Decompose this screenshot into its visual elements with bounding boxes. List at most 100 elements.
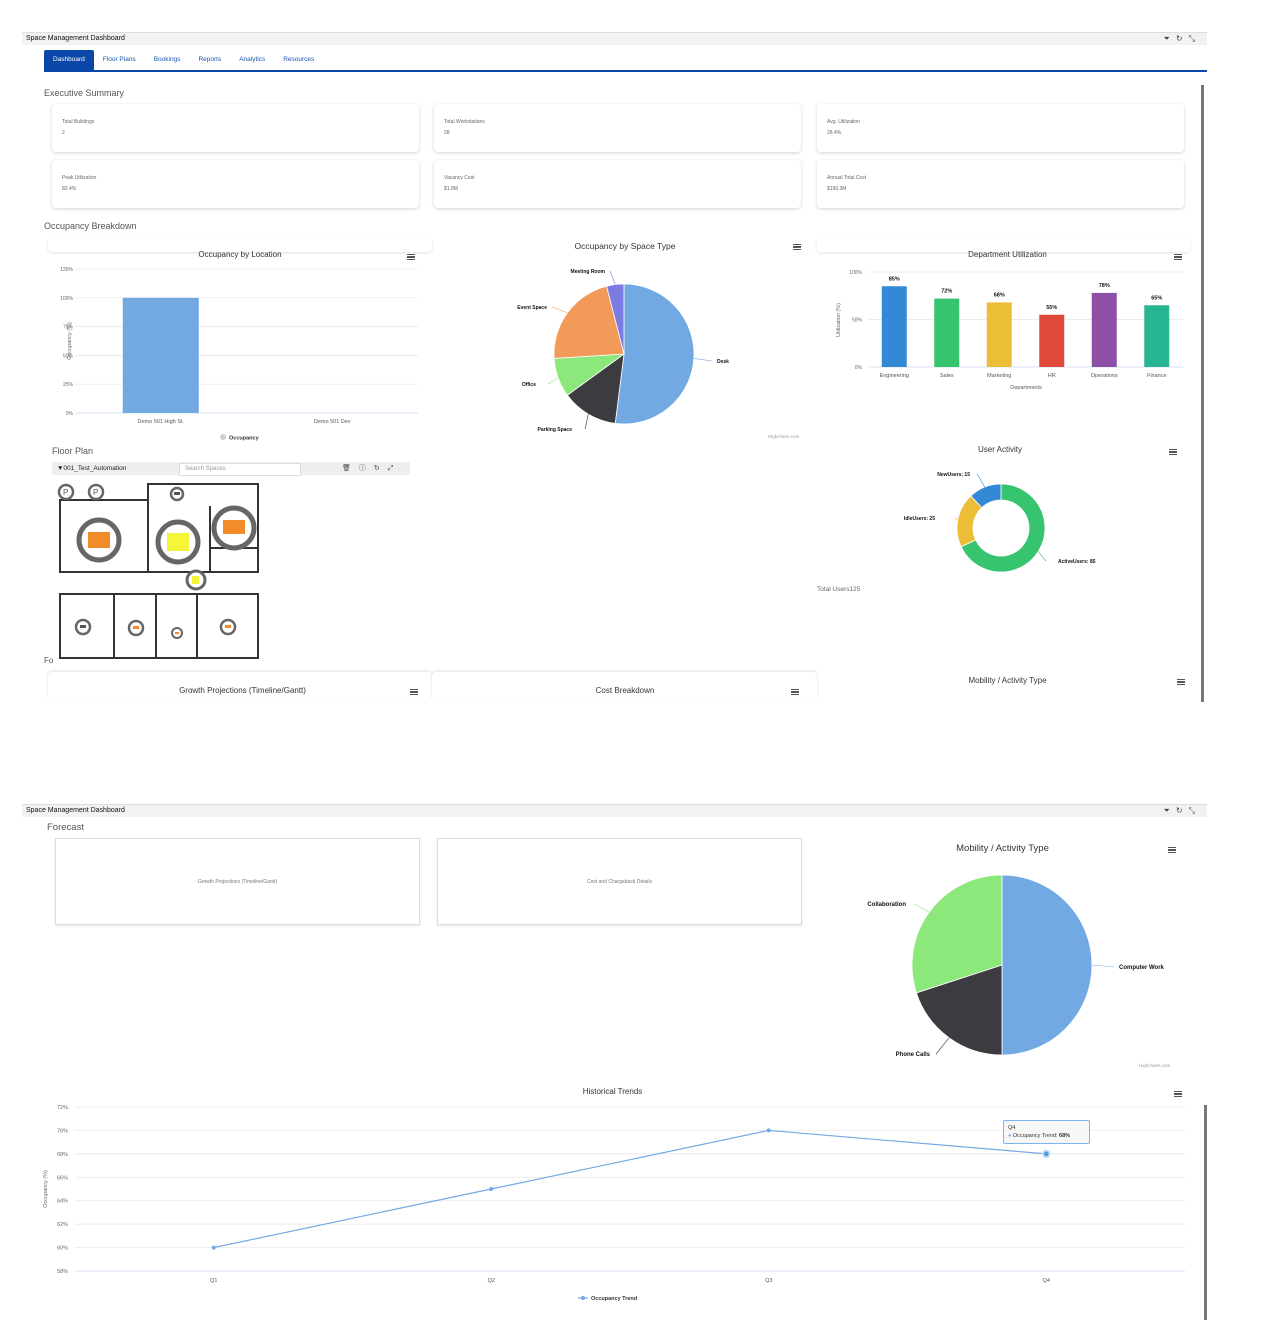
data-label: 65% [1151,295,1162,301]
chart-title-growth: Growth Projections (Timeline/Gantt) [179,686,306,695]
data-point [766,1128,771,1133]
scrollbar[interactable] [1201,85,1204,702]
tooltip-value: 68% [1059,1133,1071,1139]
summary-card-value: $1.8M [444,186,458,192]
floor-selector[interactable]: ▼001_Test_Automation [57,465,127,472]
pie-label: Computer Work [1119,965,1165,971]
y-tick-label: 68% [57,1152,68,1158]
y-tick-label: 100% [60,296,73,302]
connector-line [584,414,589,430]
forecast-heading: Forecast [47,822,84,833]
bar [881,286,907,367]
x-tick-label: Marketing [987,373,1011,379]
tab-analytics[interactable]: Analytics [239,56,266,63]
chart-title-mobility: Mobility / Activity Type [956,843,1049,854]
legend-item: Occupancy [229,436,260,442]
collapse-icon[interactable]: ⤡ [1188,806,1201,815]
chart-menu-icon[interactable] [1168,847,1176,853]
chart-menu-icon[interactable] [407,254,415,260]
filter-icon[interactable]: ⏷ [1163,34,1176,43]
pie-slice [614,283,695,425]
highcharts-credit[interactable]: Highcharts.com [768,434,800,439]
refresh-icon[interactable]: ↻ [1175,34,1189,43]
filter-icon[interactable]: ⏷ [1163,806,1176,815]
chart-menu-icon[interactable] [793,244,801,250]
data-label: 55% [1046,305,1057,311]
floor-plan-map[interactable]: P P [52,478,272,668]
summary-card: Annual Total Cost $190.3M [817,160,1184,208]
total-users-label: Total Users125 [817,586,861,593]
chart-menu-icon[interactable] [1177,679,1185,685]
summary-card: Vacancy Cost $1.8M [434,160,801,208]
pie-slice [960,483,1046,573]
window-title: Space Management Dashboard [26,35,125,42]
x-axis-title: Departments [1010,385,1042,391]
y-tick-label: 66% [57,1175,68,1181]
chart-title-location: Occupancy by Location [198,250,282,259]
summary-card-value: 28.4% [827,130,842,136]
data-label: 68% [994,292,1005,298]
chart-menu-icon[interactable] [791,689,799,695]
connector-line [1091,964,1115,968]
pie-label: Phone Calls [896,1052,931,1058]
summary-card-label: Total Buildings [62,119,95,125]
connector-line [976,473,986,488]
pie-label: IdleUsers: 25 [904,516,935,522]
pie-label: Event Space [517,305,547,311]
summary-card-value: 82.4% [62,186,77,192]
y-axis-title: Occupancy (%) [43,1170,49,1208]
pie-label: NewUsers: 15 [937,472,970,478]
scrollbar[interactable] [1204,1105,1207,1320]
legend-marker [581,1296,585,1300]
x-tick-label: Q1 [210,1278,217,1284]
pie-slice [911,874,1003,994]
data-point [211,1245,216,1250]
connector-line [954,517,958,521]
forecast-card-cost: Cost and Chargeback Details [437,838,802,925]
tab-reports[interactable]: Reports [198,56,222,63]
connector-line [547,377,559,385]
chart-title-user-activity: User Activity [977,445,1022,454]
forecast-card-growth: Growth Projections (Timeline/Gantt) [55,838,420,925]
refresh-icon[interactable]: ↻ [373,465,388,472]
tab-bookings[interactable]: Bookings [153,56,181,63]
pie-label: ActiveUsers: 85 [1058,559,1096,565]
chart-menu-icon[interactable] [1174,1091,1182,1097]
pie-slice [606,283,625,355]
chart-menu-icon[interactable] [1169,449,1177,455]
data-point [489,1187,494,1191]
pie-slice [1001,874,1093,1056]
bar [1091,292,1117,367]
summary-card: Total Buildings 2 [52,104,419,152]
executive-summary-heading: Executive Summary [44,88,125,98]
highcharts-credit[interactable]: Highcharts.com [1139,1063,1171,1068]
pie-label: Meeting Room [571,269,606,275]
summary-card-label: Annual Total Cost [827,175,867,181]
x-tick-label: HR [1048,373,1056,379]
search-spaces-input[interactable]: Search Spaces [179,463,301,476]
x-tick-label: Operations [1091,373,1118,379]
y-tick-label: 62% [57,1222,68,1228]
tab-resources[interactable]: Resources [283,56,315,63]
x-tick-label: Finance [1147,373,1167,379]
y-tick-label: 125% [60,267,73,273]
x-tick-label: Demo 501 High St. [138,419,185,425]
tab-dashboard[interactable]: Dashboard [44,50,94,70]
info-icon[interactable]: ⓘ [358,465,374,472]
chart-title-historical: Historical Trends [582,1087,643,1096]
trash-icon[interactable]: 🗑 [342,465,359,472]
pie-slice [970,483,1002,509]
refresh-icon[interactable]: ↻ [1175,806,1189,815]
summary-card-label: Total Workstations [444,119,485,125]
expand-icon[interactable]: ⤢ [387,465,402,472]
connector-line [1037,551,1047,562]
tab-floor-plans[interactable]: Floor Plans [102,56,136,63]
y-tick-label: 72% [57,1105,68,1111]
chart-menu-icon[interactable] [410,689,418,695]
tab-underline [44,70,1207,72]
chart-menu-icon[interactable] [1174,254,1182,260]
summary-card-value: 28 [444,130,450,136]
collapse-icon[interactable]: ⤡ [1188,34,1201,43]
x-tick-label: Sales [940,373,954,379]
y-axis-title: Occupancy (%) [67,322,73,360]
